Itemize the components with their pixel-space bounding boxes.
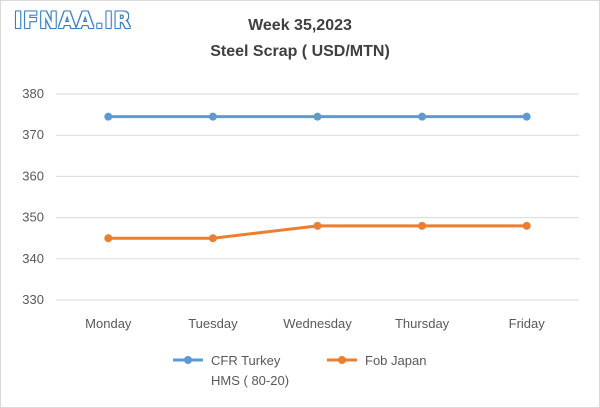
legend-label: HMS ( 80-20): [211, 373, 289, 388]
x-tick-label: Monday: [85, 316, 132, 331]
data-point: [313, 112, 322, 121]
data-point: [208, 234, 217, 243]
y-tick-label: 350: [22, 210, 44, 225]
y-tick-label: 330: [22, 292, 44, 307]
data-point: [418, 112, 427, 121]
legend-swatch-marker: [338, 356, 346, 364]
data-point: [522, 112, 531, 121]
data-point: [104, 234, 113, 243]
data-point: [418, 221, 427, 230]
x-tick-label: Friday: [509, 316, 546, 331]
data-point: [104, 112, 113, 121]
y-tick-label: 370: [22, 127, 44, 142]
legend-label: CFR Turkey: [211, 353, 281, 368]
data-point: [522, 221, 531, 230]
watermark-logo: IFNAA.IR: [14, 9, 132, 34]
x-tick-label: Tuesday: [188, 316, 238, 331]
chart-title: Week 35,2023: [248, 17, 352, 34]
y-tick-label: 360: [22, 168, 44, 183]
y-tick-label: 380: [22, 86, 44, 101]
x-tick-label: Thursday: [395, 316, 450, 331]
legend-label: Fob Japan: [365, 353, 426, 368]
chart-subtitle: Steel Scrap ( USD/MTN): [210, 43, 390, 60]
data-point: [208, 112, 217, 121]
data-point: [313, 221, 322, 230]
legend-swatch-marker: [184, 356, 192, 364]
y-tick-label: 340: [22, 251, 44, 266]
x-tick-label: Wednesday: [283, 316, 352, 331]
